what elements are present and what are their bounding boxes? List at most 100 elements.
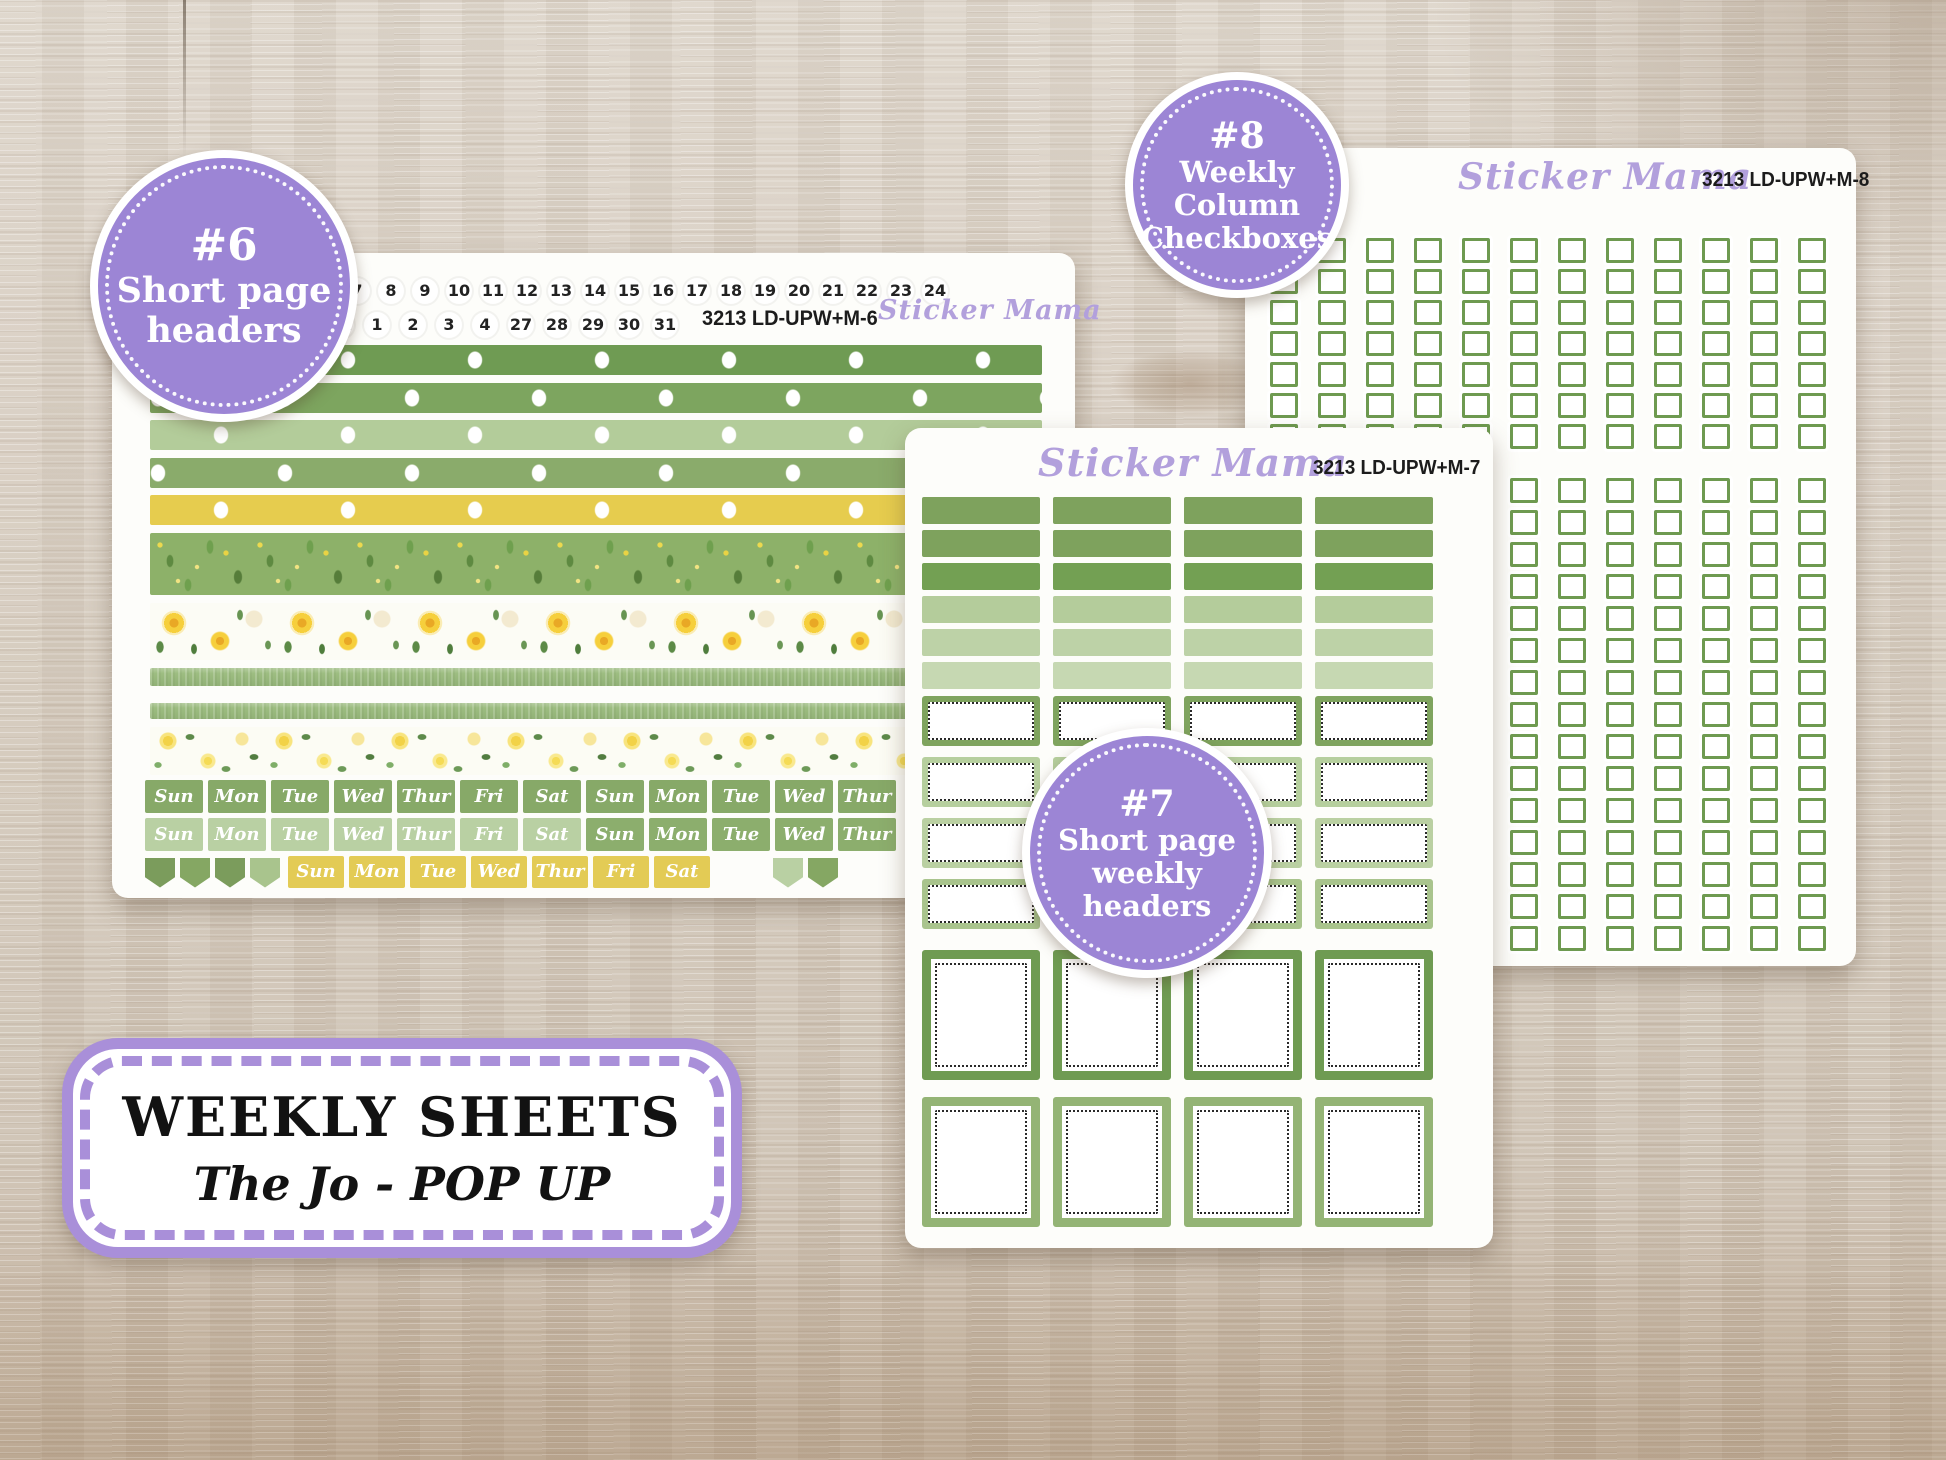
checkbox-sticker [1558, 830, 1586, 855]
header-bar-sticker [922, 497, 1040, 524]
checkbox-sticker [1510, 331, 1538, 356]
checkbox-sticker [1366, 331, 1394, 356]
header-bar-sticker [1053, 596, 1171, 623]
badge-7-number: #7 [1119, 781, 1175, 825]
s8-brand-logo: Sticker Mama [1458, 156, 1753, 198]
checkbox-sticker [1414, 393, 1442, 418]
header-bar-sticker [1053, 662, 1171, 689]
checkbox-sticker [1606, 830, 1634, 855]
day-sticker: Sun [145, 780, 203, 813]
s7-product-code: 3213 LD-UPW+M-7 [1313, 457, 1481, 479]
checkbox-sticker [1558, 393, 1586, 418]
checkbox-sticker [1654, 830, 1682, 855]
checkbox-sticker [1750, 300, 1778, 325]
checkbox-sticker [1606, 670, 1634, 695]
half-box-inner [1197, 963, 1289, 1067]
half-box-inner [935, 963, 1027, 1067]
checkbox-sticker [1606, 238, 1634, 263]
half-box-sticker [922, 1097, 1040, 1227]
checkbox-sticker [1558, 331, 1586, 356]
half-box-sticker [1053, 1097, 1171, 1227]
checkbox-sticker [1750, 894, 1778, 919]
checkbox-sticker [1750, 606, 1778, 631]
checkbox-sticker [1798, 702, 1826, 727]
checkbox-sticker [1750, 393, 1778, 418]
badge-8-line: Column [1173, 188, 1301, 223]
badge-6-line: Short page [116, 270, 332, 312]
checkbox-sticker [1510, 734, 1538, 759]
checkbox-sticker [1702, 269, 1730, 294]
checkbox-sticker [1606, 894, 1634, 919]
badge-8: #8 Weekly Column Checkboxes [1125, 72, 1349, 298]
checkbox-sticker [1606, 393, 1634, 418]
day-sticker: Tue [712, 780, 770, 813]
day-sticker: Thur [532, 856, 588, 888]
date-number-sticker: 29 [580, 312, 606, 338]
checkbox-sticker [1702, 766, 1730, 791]
date-number-sticker: 30 [616, 312, 642, 338]
day-sticker: Mon [649, 818, 707, 851]
s8-product-code: 3213 LD-UPW+M-8 [1702, 169, 1870, 191]
day-sticker: Wed [775, 780, 833, 813]
flag-sticker [180, 857, 210, 888]
badge-6-number: #6 [190, 219, 258, 271]
date-number-sticker: 11 [480, 278, 506, 304]
checkbox-sticker [1702, 393, 1730, 418]
checkbox-sticker [1654, 926, 1682, 951]
checkbox-sticker [1414, 238, 1442, 263]
checkbox-sticker [1606, 702, 1634, 727]
checkbox-sticker [1558, 926, 1586, 951]
plate-subtitle: The Jo - POP UP [193, 1157, 611, 1211]
checkbox-sticker [1654, 300, 1682, 325]
checkbox-sticker [1654, 670, 1682, 695]
punch-out-dots [150, 495, 1042, 525]
checkbox-sticker [1702, 798, 1730, 823]
checkbox-sticker [1702, 926, 1730, 951]
checkbox-sticker [1558, 238, 1586, 263]
checkbox-sticker [1606, 510, 1634, 535]
half-box-inner [1066, 1110, 1158, 1214]
checkbox-sticker [1654, 478, 1682, 503]
quarter-box-sticker [922, 757, 1040, 807]
checkbox-sticker [1366, 238, 1394, 263]
checkbox-sticker [1606, 542, 1634, 567]
checkbox-sticker [1798, 670, 1826, 695]
date-number-sticker: 28 [544, 312, 570, 338]
header-bar-sticker [1184, 662, 1302, 689]
checkbox-sticker [1750, 638, 1778, 663]
checkbox-sticker [1750, 926, 1778, 951]
date-number-sticker: 3 [436, 312, 462, 338]
checkbox-sticker [1414, 269, 1442, 294]
date-number-sticker: 21 [820, 278, 846, 304]
day-sticker: Tue [271, 818, 329, 851]
checkbox-sticker [1366, 300, 1394, 325]
checkbox-sticker [1510, 638, 1538, 663]
punch-out-dots [150, 420, 1042, 450]
checkbox-sticker [1654, 574, 1682, 599]
day-sticker: Sun [288, 856, 344, 888]
half-box-inner [1197, 1110, 1289, 1214]
checkbox-sticker [1750, 478, 1778, 503]
flag-sticker [250, 857, 280, 888]
quarter-box-inner [928, 702, 1034, 740]
checkbox-sticker [1750, 331, 1778, 356]
day-sticker: Tue [271, 780, 329, 813]
date-number-sticker: 31 [652, 312, 678, 338]
s6-days-row-2: Sun Mon Tue Wed Thur Fri Sat Sun Mon Tue Wed Thur [145, 818, 896, 851]
checkbox-sticker [1270, 300, 1298, 325]
s6-days-row-3: Sun Mon Tue Wed Thur Fri Sat [145, 856, 838, 888]
checkbox-sticker [1798, 238, 1826, 263]
checkbox-sticker [1510, 926, 1538, 951]
plate-title: WEEKLY SHEETS [122, 1085, 682, 1149]
checkbox-sticker [1318, 362, 1346, 387]
header-bar-sticker [1315, 563, 1433, 590]
date-number-sticker: 10 [446, 278, 472, 304]
day-sticker: Thur [838, 780, 896, 813]
checkbox-sticker [1798, 331, 1826, 356]
s6-brand-logo: Sticker Mama [878, 295, 1102, 326]
checkbox-sticker [1702, 670, 1730, 695]
day-sticker: Mon [649, 780, 707, 813]
day-sticker: Sun [586, 780, 644, 813]
header-bar-sticker [1315, 530, 1433, 557]
checkbox-sticker [1558, 766, 1586, 791]
